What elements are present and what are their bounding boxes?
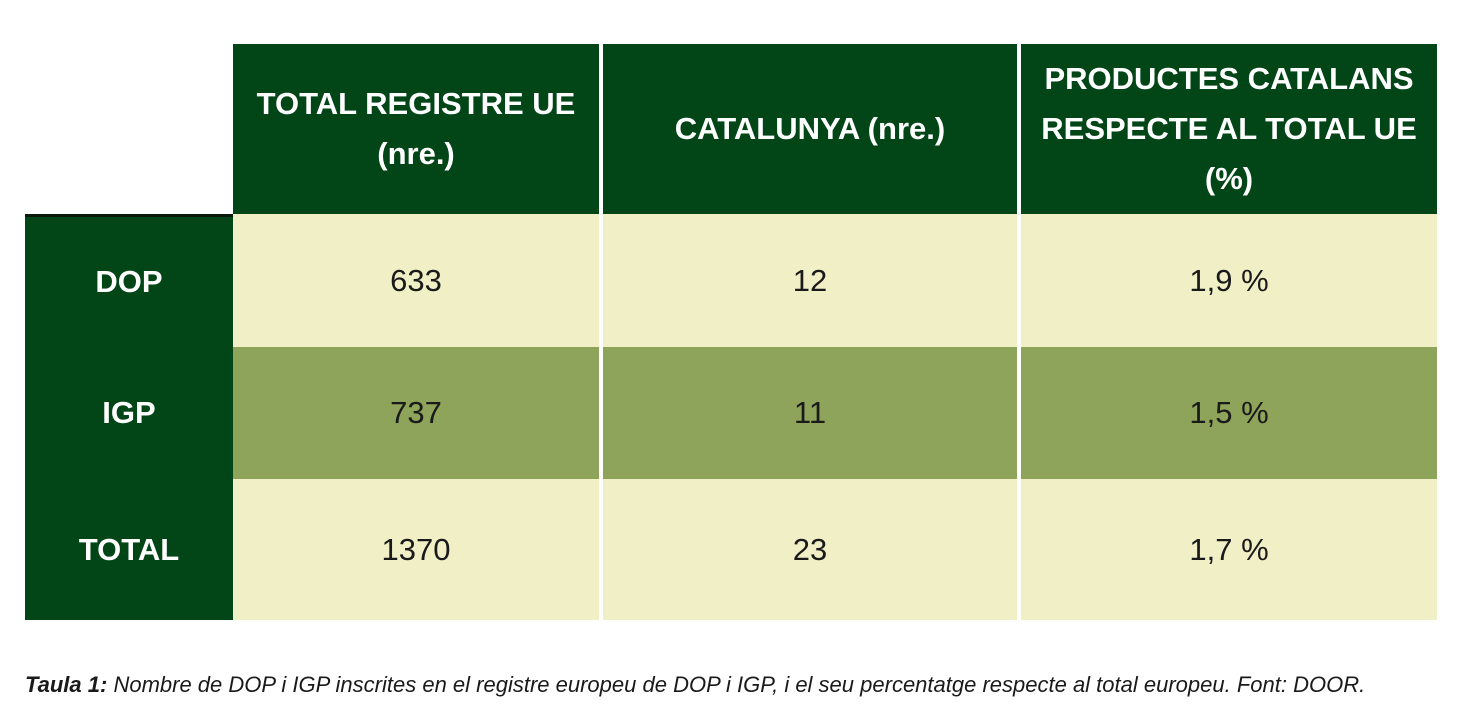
table-row: IGP 737 11 1,5 % xyxy=(25,347,1437,479)
table-cell: 1,5 % xyxy=(1021,347,1437,479)
table-cell: 1370 xyxy=(233,479,603,620)
table-cell: 11 xyxy=(603,347,1021,479)
column-header-catalunya: CATALUNYA (nre.) xyxy=(603,44,1021,214)
data-table: TOTAL REGISTRE UE (nre.) CATALUNYA (nre.… xyxy=(25,44,1437,620)
row-header-total: TOTAL xyxy=(25,479,233,620)
row-header-dop: DOP xyxy=(25,214,233,347)
table-cell: 633 xyxy=(233,214,603,347)
caption-text: Nombre de DOP i IGP inscrites en el regi… xyxy=(107,672,1366,697)
table-cell: 1,7 % xyxy=(1021,479,1437,620)
table-cell: 737 xyxy=(233,347,603,479)
table-cell: 23 xyxy=(603,479,1021,620)
row-header-igp: IGP xyxy=(25,347,233,479)
header-row: TOTAL REGISTRE UE (nre.) CATALUNYA (nre.… xyxy=(25,44,1437,214)
caption-label: Taula 1: xyxy=(25,672,108,697)
table-row: TOTAL 1370 23 1,7 % xyxy=(25,479,1437,620)
column-header-total-registre: TOTAL REGISTRE UE (nre.) xyxy=(233,44,603,214)
column-header-percentatge: PRODUCTES CATALANS RESPECTE AL TOTAL UE … xyxy=(1021,44,1437,214)
table-row: DOP 633 12 1,9 % xyxy=(25,214,1437,347)
table-cell: 12 xyxy=(603,214,1021,347)
table-cell: 1,9 % xyxy=(1021,214,1437,347)
corner-cell xyxy=(25,44,233,214)
table-caption: Taula 1: Nombre de DOP i IGP inscrites e… xyxy=(25,672,1365,698)
